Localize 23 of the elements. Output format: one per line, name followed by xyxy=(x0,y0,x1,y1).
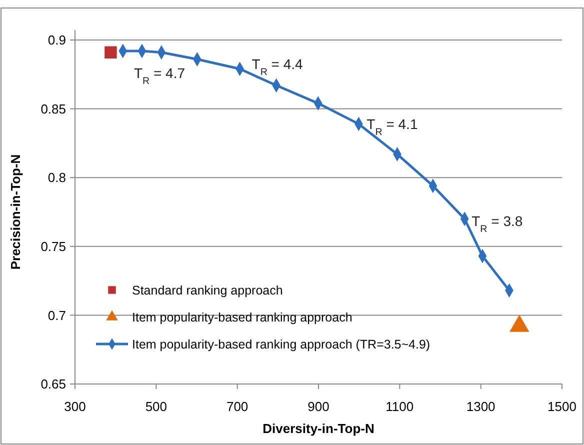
y-axis-title: Precision-in-Top-N xyxy=(8,154,23,270)
annotation: T$_{R}$ = 4.1 xyxy=(366,116,418,138)
x-tick-label: 900 xyxy=(308,399,330,414)
legend-label: Item popularity-based ranking approach xyxy=(132,310,352,324)
annotation: T$_{R}$ = 4.4 xyxy=(252,56,304,78)
legend-label: Standard ranking approach xyxy=(132,283,283,298)
x-tick-label: 700 xyxy=(226,399,248,414)
y-tick-label: 0.85 xyxy=(40,101,66,116)
annotation: T$_{R}$ = 3.8 xyxy=(472,212,523,234)
x-tick-label: 1100 xyxy=(386,399,414,414)
x-axis-title: Diversity-in-Top-N xyxy=(262,421,374,436)
y-tick-label: 0.8 xyxy=(48,170,66,186)
legend-label: Item popularity-based ranking approach (TR=3.5~4.9) xyxy=(132,337,430,352)
point xyxy=(104,46,117,59)
y-tick-label: 0.9 xyxy=(48,32,66,48)
y-tick-label: 0.75 xyxy=(40,238,66,254)
x-tick-label: 500 xyxy=(145,399,168,414)
x-tick-label: 1500 xyxy=(548,399,576,414)
y-tick-label: 0.65 xyxy=(40,376,66,392)
annotation: T$_{R}$ = 4.7 xyxy=(134,64,186,86)
x-tick-label: 1300 xyxy=(466,399,496,414)
x-tick-label: 300 xyxy=(64,399,86,414)
y-tick-label: 0.7 xyxy=(48,308,66,323)
